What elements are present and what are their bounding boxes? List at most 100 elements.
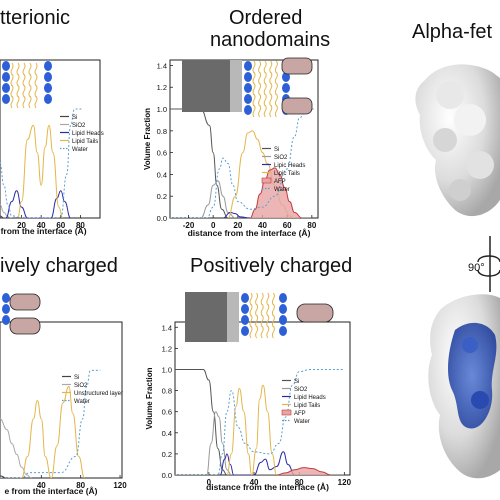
y-tick-label: 0.0 xyxy=(157,214,167,223)
legend-label: Si xyxy=(274,147,279,153)
lipid-tail xyxy=(249,303,253,317)
panel-title-alpha-fetoprotein: Alpha-fet xyxy=(412,21,493,43)
x-tick-label: 40 xyxy=(37,481,46,490)
series-line-sio2 xyxy=(200,180,236,218)
series-line-water xyxy=(0,369,101,478)
x-tick-label: 0 xyxy=(207,478,212,487)
lipid-tail xyxy=(10,84,14,98)
lipid-tail xyxy=(258,71,262,85)
lipid-tail xyxy=(28,62,32,76)
lipid-head xyxy=(244,61,252,71)
x-tick-label: 20 xyxy=(233,221,242,230)
y-axis-label: Volume Fraction xyxy=(145,367,154,429)
lipid-tail xyxy=(266,292,270,306)
membrane-illustration xyxy=(182,57,313,118)
silica-block xyxy=(227,292,239,342)
x-tick-label: 20 xyxy=(17,221,26,230)
lipid-tail xyxy=(10,95,14,109)
series-line-sio2 xyxy=(0,418,32,478)
silicon-block xyxy=(182,60,230,112)
lipid-head xyxy=(44,61,52,71)
lipid-tail xyxy=(274,60,278,74)
x-tick-label: 80 xyxy=(76,221,85,230)
y-tick-label: 1.2 xyxy=(157,83,167,92)
lipid-tail xyxy=(249,325,253,339)
y-tick-label: 0.6 xyxy=(162,408,172,417)
lipid-head xyxy=(244,105,252,115)
panel-title-positively-charged-left: ively charged xyxy=(0,255,118,277)
lipid-tail xyxy=(34,62,38,76)
lipid-tail xyxy=(252,82,256,96)
legend-label: Lipic Tails xyxy=(274,171,300,177)
x-tick-label: 60 xyxy=(56,221,65,230)
legend-label: Si xyxy=(74,375,79,381)
silicon-block xyxy=(185,292,227,342)
lipid-tail xyxy=(258,60,262,74)
x-tick-label: 80 xyxy=(76,481,85,490)
legend-label: Water xyxy=(274,187,290,193)
series-line-afp xyxy=(276,467,331,475)
y-tick-label: 1.2 xyxy=(162,344,172,353)
legend-label: Unstructured layer xyxy=(74,391,123,397)
series-group xyxy=(0,108,83,218)
series-line-unstructured-layer xyxy=(21,386,86,478)
lipid-tail xyxy=(252,93,256,107)
legend-label: Lipid Tails xyxy=(294,403,320,409)
lipid-tail xyxy=(16,73,20,87)
legend-swatch xyxy=(261,177,272,184)
lipid-tail xyxy=(274,104,278,118)
legend-label: Water xyxy=(294,419,310,425)
lipid-tail xyxy=(274,82,278,96)
x-tick-label: 120 xyxy=(113,481,127,490)
lipid-tail xyxy=(255,314,259,328)
lipid-tail xyxy=(34,73,38,87)
lipid-tail xyxy=(258,93,262,107)
lipid-tail xyxy=(34,95,38,109)
x-axis-label: e from the interface (Å) xyxy=(0,226,87,236)
legend-label: SiO2 xyxy=(74,383,88,389)
lipid-tail xyxy=(249,314,253,328)
lipid-tail xyxy=(22,84,26,98)
legend-label: SiO2 xyxy=(274,155,288,161)
legend-label: Water xyxy=(74,399,90,405)
lipid-tail xyxy=(16,95,20,109)
lipid-tail xyxy=(252,71,256,85)
lipid-tail xyxy=(271,314,275,328)
y-tick-label: 0.6 xyxy=(157,149,167,158)
lipid-head xyxy=(241,293,249,303)
y-tick-label: 0.2 xyxy=(157,192,167,201)
x-tick-label: 60 xyxy=(283,221,292,230)
series-line-lipid-tails xyxy=(226,384,278,475)
series-line-lipid-heads xyxy=(219,451,295,475)
series-line-lipid-tails xyxy=(17,124,64,218)
lipid-tail xyxy=(269,71,273,85)
legend-label: Lipic Heads xyxy=(274,163,305,169)
lipid-tail xyxy=(255,303,259,317)
lipid-tail xyxy=(255,325,259,339)
lipid-tail xyxy=(271,303,275,317)
y-tick-label: 1.0 xyxy=(157,105,167,114)
lipid-tail xyxy=(271,292,275,306)
series-line-afp xyxy=(249,167,303,218)
lipid-head xyxy=(241,326,249,336)
plot-frame xyxy=(0,321,123,479)
lipid-head xyxy=(2,94,10,104)
series-line-lipic-heads xyxy=(222,212,251,218)
lipid-head xyxy=(241,315,249,325)
y-tick-label: 0.8 xyxy=(162,387,172,396)
series-line-water xyxy=(175,368,345,475)
lipid-head xyxy=(279,315,287,325)
legend-label: Lipid Tails xyxy=(72,139,98,145)
lipid-tail xyxy=(10,62,14,76)
lipid-head xyxy=(2,293,10,303)
lipid-tail xyxy=(269,60,273,74)
x-tick-label: 80 xyxy=(295,478,304,487)
legend-swatch xyxy=(281,409,292,416)
series-line-sio2 xyxy=(206,411,232,475)
series-line-water xyxy=(0,108,83,218)
lipid-head xyxy=(279,326,287,336)
